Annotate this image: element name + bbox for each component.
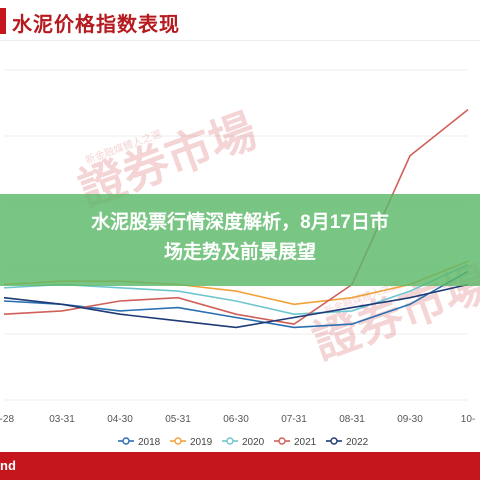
chart-header: 水泥价格指数表现 [0,0,480,41]
x-tick-label: 03-31 [49,414,75,425]
x-axis-ticks: 2-28 03-31 04-30 05-31 06-30 07-31 08-31 09-30 1… [0,414,475,425]
x-tick-label: 05-31 [165,414,191,425]
legend-label-2020: 2020 [242,437,265,448]
x-tick-label: 10- [461,414,475,425]
x-tick-label: 04-30 [107,414,133,425]
legend-marker-2020 [226,437,234,445]
x-tick-label: 09-30 [397,414,423,425]
legend-label-2022: 2022 [346,437,369,448]
title-accent-bar [0,8,6,34]
legend-marker-2021 [278,437,286,445]
legend-marker-2018 [122,437,130,445]
legend-marker-2019 [174,437,182,445]
headline-line-2: 场走势及前景展望 [163,242,316,263]
x-tick-label: 06-30 [223,414,249,425]
x-tick-label: 2-28 [0,414,14,425]
x-tick-label: 08-31 [339,414,365,425]
footer-brand: nd [0,458,16,473]
chart-title: 水泥价格指数表现 [12,14,180,36]
series-line-2018 [3,270,469,329]
legend: 2018 2019 2020 2021 2022 [118,437,369,448]
headline-line-1: 水泥股票行情深度解析，8月17日市 [91,212,389,233]
legend-label-2019: 2019 [190,437,213,448]
headline-banner: 水泥股票行情深度解析，8月17日市 场走势及前景展望 [0,194,480,286]
legend-label-2021: 2021 [294,437,317,448]
series-line-2022 [3,283,469,329]
legend-marker-2022 [330,437,338,445]
x-tick-label: 07-31 [281,414,307,425]
footer-bar: nd [0,452,480,480]
legend-label-2018: 2018 [138,437,161,448]
line-chart: 證券市場 新金融媒體人之選 證券市場 新金融媒體人之選 2-2803-3104-… [0,69,480,448]
